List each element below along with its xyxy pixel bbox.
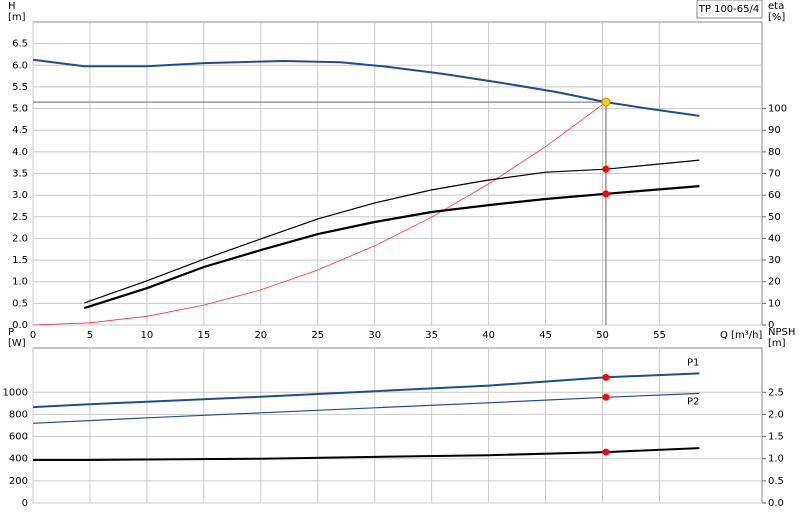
y-axis-title: P: [8, 327, 14, 338]
y2-tick-label: 90: [768, 125, 781, 136]
y-axis-unit: [W]: [8, 338, 26, 349]
y2-tick-label: 100: [768, 104, 787, 115]
y-tick-label: 1.0: [12, 277, 28, 288]
y-axis-title: H: [8, 1, 16, 12]
y-tick-label: 2.0: [12, 233, 28, 244]
x-tick-label: 45: [539, 330, 552, 341]
y2-tick-label: 10: [768, 298, 781, 309]
y2-tick-label: 70: [768, 169, 781, 180]
y2-tick-label: 0: [768, 320, 774, 331]
series-line: [32, 101, 607, 326]
y2-tick-label: 30: [768, 255, 781, 266]
y2-tick-label: 1.0: [768, 454, 784, 465]
x-tick-label: 15: [197, 330, 210, 341]
y-tick-label: 600: [9, 432, 28, 443]
y2-axis-title: NPSH: [768, 327, 795, 338]
x-tick-label: 0: [30, 330, 36, 341]
y2-tick-label: 40: [768, 233, 781, 244]
y2-tick-label: 0.0: [768, 498, 784, 509]
x-tick-label: 50: [596, 330, 609, 341]
y-tick-label: 0.5: [12, 298, 28, 309]
title-box: [696, 0, 763, 19]
x-tick-label: 5: [87, 330, 93, 341]
y2-tick-label: 2.5: [768, 387, 784, 398]
marker: [602, 448, 610, 456]
y-tick-label: 400: [9, 454, 28, 465]
x-axis-title: Q [m³/h]: [720, 330, 762, 341]
y2-tick-label: 0.5: [768, 476, 784, 487]
y-tick-label: 0: [22, 498, 28, 509]
marker: [602, 393, 610, 401]
y-tick-label: 800: [9, 409, 28, 420]
series-line: [32, 372, 700, 409]
series-line: [83, 185, 700, 310]
y2-tick-label: 50: [768, 212, 781, 223]
y2-axis-unit: [%]: [768, 12, 785, 23]
marker: [602, 190, 610, 198]
y-tick-label: 3.5: [12, 169, 28, 180]
x-tick-label: 55: [653, 330, 666, 341]
marker: [602, 165, 610, 173]
y-tick-label: 2.5: [12, 212, 28, 223]
y-tick-label: 6.5: [12, 39, 28, 50]
y2-tick-label: 2.0: [768, 409, 784, 420]
duty-point: [601, 97, 611, 107]
y2-axis-title: eta: [768, 1, 784, 12]
y2-tick-label: 80: [768, 147, 781, 158]
x-tick-label: 35: [425, 330, 438, 341]
y-tick-label: 4.5: [12, 125, 28, 136]
y-tick-label: 5.0: [12, 104, 28, 115]
y-tick-label: 6.0: [12, 60, 28, 71]
y-axis-unit: [m]: [8, 12, 26, 23]
chart-title: TP 100-65/4: [698, 4, 759, 15]
series-label: P2: [687, 396, 699, 407]
series-label: P1: [687, 357, 699, 368]
x-tick-label: 40: [482, 330, 495, 341]
y-tick-label: 1.5: [12, 255, 28, 266]
plot-area: [32, 347, 763, 504]
y-tick-label: 200: [9, 476, 28, 487]
y2-tick-label: 20: [768, 277, 781, 288]
y-tick-label: 1000: [3, 387, 28, 398]
y-tick-label: 3.0: [12, 190, 28, 201]
y-tick-label: 4.0: [12, 147, 28, 158]
x-tick-label: 30: [368, 330, 381, 341]
y-tick-label: 5.5: [12, 82, 28, 93]
series-line: [84, 159, 700, 304]
y-tick-label: 0.0: [12, 320, 28, 331]
marker: [602, 373, 610, 381]
x-tick-label: 10: [141, 330, 154, 341]
y2-tick-label: 60: [768, 190, 781, 201]
x-tick-label: 25: [311, 330, 324, 341]
y2-axis-unit: [m]: [768, 338, 786, 349]
x-tick-label: 20: [254, 330, 267, 341]
y2-tick-label: 1.5: [768, 432, 784, 443]
